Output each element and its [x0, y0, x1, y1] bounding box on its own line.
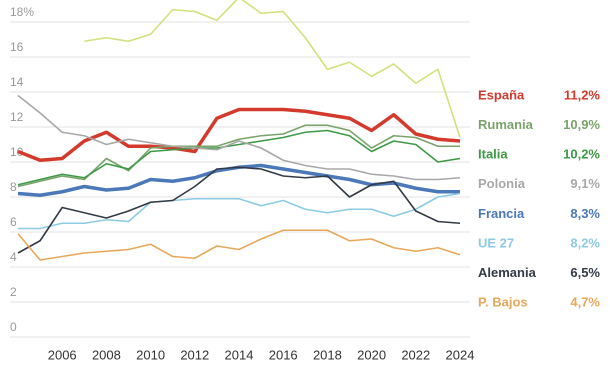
y-tick-label: 0: [10, 320, 17, 334]
x-tick-label: 2008: [92, 347, 121, 362]
y-tick-label: 12: [10, 110, 24, 124]
y-tick-label: 8: [10, 180, 17, 194]
y-tick-label: 10: [10, 145, 24, 159]
y-tick-label: 4: [10, 250, 17, 264]
x-tick-label: 2016: [269, 347, 298, 362]
x-tick-label: 2012: [180, 347, 209, 362]
series-line: [18, 192, 461, 230]
series-line: [17, 129, 461, 186]
y-tick-label: 14: [10, 75, 24, 89]
legend-label: Alemania: [478, 265, 537, 280]
series-line: [17, 229, 461, 261]
value-label: 8,3%: [570, 206, 600, 221]
x-tick-label: 2020: [357, 347, 386, 362]
y-tick-label: 16: [10, 40, 24, 54]
value-label: 8,2%: [570, 235, 600, 250]
legend-label: P. Bajos: [478, 295, 528, 310]
series-line: [17, 163, 460, 197]
legend-label: UE 27: [478, 235, 514, 250]
y-tick-label: 2: [10, 285, 17, 299]
legend-label: Italia: [478, 147, 508, 162]
series-line: [17, 94, 461, 181]
value-label: 9,1%: [570, 176, 600, 191]
y-tick-label: 18%: [10, 5, 34, 19]
value-label: 4,7%: [570, 295, 600, 310]
value-label: 10,2%: [563, 147, 600, 162]
series-line: [17, 166, 461, 254]
legend-label: Francia: [478, 206, 525, 221]
x-tick-label: 2010: [136, 347, 165, 362]
value-label: 11,2%: [564, 87, 601, 102]
x-tick-label: 2006: [48, 347, 77, 362]
x-tick-label: 2024: [446, 347, 475, 362]
series-line: [17, 107, 461, 162]
legend-label: España: [478, 87, 525, 102]
x-tick-label: 2018: [313, 347, 342, 362]
value-label: 10,9%: [563, 117, 600, 132]
value-label: 6,5%: [570, 265, 600, 280]
legend-label: Rumania: [478, 117, 534, 132]
legend-label: Polonia: [478, 176, 526, 191]
x-tick-label: 2022: [401, 347, 430, 362]
series-line: [84, 0, 461, 138]
x-tick-label: 2014: [225, 347, 254, 362]
y-tick-label: 6: [10, 215, 17, 229]
